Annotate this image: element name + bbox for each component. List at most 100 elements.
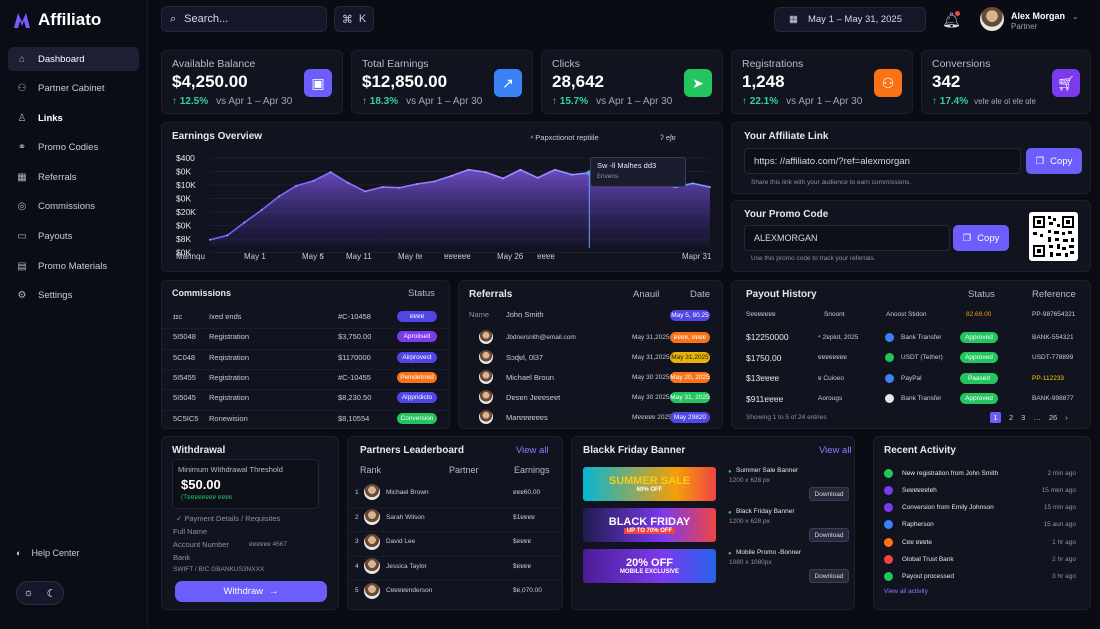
list-item[interactable]: Seɐɐɐɐɐlɐh 15 mɐn ago (874, 483, 1090, 497)
data-point[interactable] (709, 186, 711, 188)
table-row[interactable]: 4 Jessica Taylor $ɐɐɐɐ (348, 555, 562, 576)
download-button[interactable]: Download (809, 569, 849, 583)
table-row[interactable]: Marɐɐɐɐɐɐs Mɐɐɐɐɐ 2025 May 29820 (459, 408, 722, 426)
table-row[interactable]: Jbdnersnith@email.com May 31,2025 ɐɐɐɐ, ɐɐ… (459, 328, 722, 346)
list-item[interactable]: New registration from John Smith 2 min ag… (874, 466, 1090, 480)
col-date[interactable]: Date (690, 289, 711, 300)
sidebar-item-commissions[interactable]: ◎ Commissions (8, 195, 139, 219)
col-amount[interactable]: Anauil (633, 289, 660, 300)
data-point[interactable] (226, 234, 229, 237)
table-row[interactable]: ɪɪc Ixed ɐnds #C-10458 ɐɐɐɐ (162, 308, 449, 324)
table-row[interactable]: Sɔɖɐl, 0l37 May 31,2025 May 31,2025 (459, 348, 722, 366)
table-row[interactable]: 5I5455 Registration #C-10455 Peindetrred (162, 368, 449, 385)
affiliate-link-field[interactable]: https: //affiliato.com/?ref=alexmorgan (744, 148, 1021, 174)
data-point[interactable] (398, 186, 401, 189)
banner-thumbnail[interactable]: SUMMER SALE 60% OFF (583, 467, 716, 501)
qr-code-icon[interactable] (1029, 212, 1078, 261)
data-point[interactable] (415, 183, 418, 185)
table-row[interactable]: $13ɐɐɐɐ ɐ Cuioeo PayPal Paased PP-112233 (732, 370, 1090, 386)
avatar[interactable] (980, 7, 1004, 31)
table-row[interactable]: Michael Broun May 30 2025 May 20, 2025 (459, 368, 722, 386)
col-status[interactable]: Status (968, 289, 995, 300)
withdraw-button[interactable]: Withdraw → (175, 581, 327, 602)
sidebar-item-promo-materials[interactable]: ▤ Promo Materials (8, 254, 139, 278)
page-button[interactable]: 26 (1048, 413, 1058, 422)
banner-thumbnail[interactable]: BLACK FRIDAY UP TO 70% OFF (583, 508, 716, 542)
search-input[interactable]: Search... (184, 13, 229, 25)
data-point[interactable] (278, 195, 280, 198)
data-point[interactable] (364, 190, 367, 193)
view-all-link[interactable]: View all (819, 445, 852, 456)
table-row[interactable]: $1750.00 ɐɐɐɐɐɐɐɐ USDT (Tether) Approved USD… (732, 350, 1090, 366)
table-row[interactable]: Dɐsɐn Jɐɐɐseɐt May 30 2025 May 31, 2025 (459, 388, 722, 406)
data-point[interactable] (571, 173, 573, 176)
table-row[interactable]: $12250000 ⁴ 2ɐplot, 2025 Bank Transfer Appr… (732, 329, 1090, 345)
data-point[interactable] (329, 171, 332, 174)
page-button[interactable]: 3 (1021, 413, 1026, 422)
table-row[interactable]: 3 David Lee $ɐɐɐɐ (348, 531, 562, 551)
sidebar-item-referrals[interactable]: ▦ Referrals (8, 165, 139, 189)
list-item[interactable]: Rapherson 15 aun ago (874, 518, 1090, 532)
search-bar[interactable]: ⌕ Search... (161, 6, 327, 32)
copy-link-button[interactable]: ❐ Copy (1026, 148, 1082, 174)
help-center-link[interactable]: ◐ Help Center (16, 548, 79, 558)
data-point[interactable] (502, 177, 505, 180)
col-partner[interactable]: Partner (449, 465, 479, 475)
list-item[interactable]: Cɐɐ ɐɐɐte 1 hr ago (874, 535, 1090, 549)
sidebar-item-dashboard[interactable]: ⌂ Dashboard (8, 47, 139, 71)
data-point[interactable] (381, 186, 384, 188)
sidebar-item-partner-cabinet[interactable]: ⚇ Partner Cabinet (8, 77, 139, 101)
table-row[interactable]: 1 Michael Brown ɐɐɐ60.00 (348, 482, 562, 502)
date-range-picker[interactable]: ▦ May 1 – May 31, 2025 (774, 7, 926, 32)
sidebar-item-links[interactable]: ♙ Links (8, 106, 139, 130)
data-point[interactable] (433, 180, 436, 183)
view-all-link[interactable]: View all (516, 445, 549, 456)
data-point[interactable] (312, 180, 315, 182)
col-status[interactable]: Status (408, 288, 435, 299)
table-row[interactable]: $911ɐɐɐɐ Aorougs Bank Transfer Approved BANK… (732, 391, 1090, 407)
data-point[interactable] (536, 176, 539, 179)
chevron-down-icon[interactable]: ⌄ (1072, 12, 1079, 21)
table-row[interactable]: 5 Cɐɐɐɐɐnderson $ɐ,070.00 (348, 580, 562, 600)
data-point[interactable] (295, 184, 298, 187)
table-row[interactable]: 5I5048 Registration $3,750.00 Aproliseit (162, 328, 449, 344)
sidebar-item-promo-codes[interactable]: ⚭ Promo Codies (8, 136, 139, 160)
data-point[interactable] (347, 181, 349, 184)
banner-thumbnail[interactable]: 20% OFF MOBILE EXCLUSIVE (583, 549, 716, 583)
chart-legend[interactable]: ⁴ Papxctionot reptiile (530, 133, 599, 142)
col-rank[interactable]: Rank (360, 465, 382, 475)
sun-icon[interactable]: ☼ (23, 587, 34, 599)
moon-icon[interactable]: ☾ (46, 587, 57, 600)
data-point[interactable] (691, 182, 694, 185)
data-point[interactable] (209, 238, 211, 241)
keyboard-shortcut[interactable]: ⌘ K (334, 6, 374, 32)
chart-legend-secondary[interactable]: ʔ eʃɐ (660, 133, 676, 142)
app-logo[interactable]: Affiliato (12, 10, 101, 30)
data-point[interactable] (450, 175, 453, 177)
data-point[interactable] (243, 221, 246, 224)
data-point[interactable] (519, 168, 522, 171)
data-point[interactable] (484, 171, 487, 174)
data-point[interactable] (467, 168, 470, 171)
promo-code-field[interactable]: ALEXMORGAN (744, 225, 950, 251)
page-button[interactable]: 2 (1009, 413, 1014, 422)
table-row[interactable]: 5C048 Reqistration $1170000 Airprovect (162, 348, 449, 365)
table-row[interactable]: 5C5IC5 Ronewision $8,10554 Conversion (162, 409, 449, 426)
download-button[interactable]: Download (809, 487, 849, 501)
sidebar-item-settings[interactable]: ⚙ Settings (8, 284, 139, 308)
next-page-icon[interactable]: › (1065, 413, 1068, 422)
sidebar-item-payouts[interactable]: ▭ Payouts (8, 225, 139, 249)
table-row[interactable]: 2 Sarah Wilson $1ɐɐɐɐ (348, 506, 562, 527)
bell-icon[interactable]: 🔔︎ (942, 12, 962, 29)
list-item[interactable]: Payout processed 3 hr ago (874, 570, 1090, 584)
data-point[interactable] (553, 168, 556, 171)
theme-toggle[interactable]: ☼ ☾ (16, 581, 64, 605)
col-reference[interactable]: Reference (1032, 289, 1076, 300)
table-row[interactable]: 5I5045 Registration $8,230.50 Alppridicto (162, 389, 449, 405)
col-earnings[interactable]: Earnings (514, 465, 550, 475)
list-item[interactable]: Conversion from Emily Johnson 15 min ago (874, 501, 1090, 515)
copy-code-button[interactable]: ❐ Copy (953, 225, 1009, 251)
list-item[interactable]: Global Trust Bank 2 hr ago (874, 553, 1090, 567)
data-point[interactable] (260, 209, 263, 211)
